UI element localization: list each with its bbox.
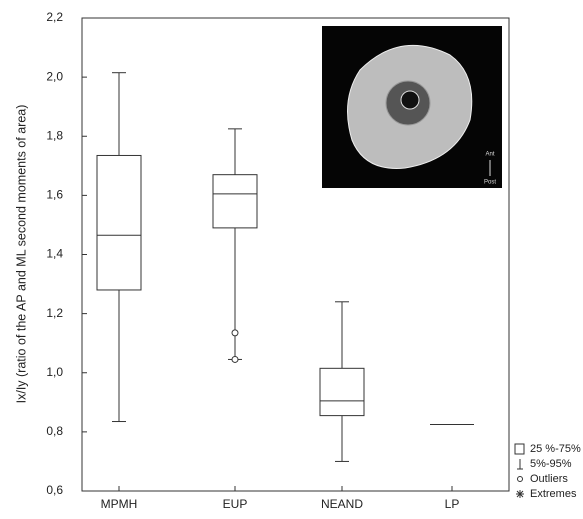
legend-outlier-icon bbox=[518, 477, 523, 482]
y-tick-label: 1,2 bbox=[46, 306, 63, 320]
outlier bbox=[232, 330, 238, 336]
legend-label: Extremes bbox=[530, 488, 577, 500]
y-tick-label: 1,8 bbox=[46, 128, 63, 142]
y-tick-label: 0,6 bbox=[46, 483, 63, 497]
x-tick-label: MPMH bbox=[101, 497, 138, 511]
y-tick-label: 1,0 bbox=[46, 365, 63, 379]
box bbox=[320, 368, 364, 415]
x-tick-label: NEAND bbox=[321, 497, 363, 511]
cavity-core bbox=[401, 91, 419, 109]
y-tick-label: 2,2 bbox=[46, 10, 63, 24]
inset-label: Post bbox=[484, 180, 496, 186]
inset-label: Ant bbox=[485, 152, 494, 158]
inset-image: Ant Post bbox=[322, 26, 502, 188]
y-tick-label: 1,6 bbox=[46, 188, 63, 202]
outlier bbox=[232, 356, 238, 362]
box bbox=[213, 175, 257, 228]
x-tick-label: LP bbox=[445, 497, 460, 511]
y-tick-label: 1,4 bbox=[46, 247, 63, 261]
y-axis-label: Ix/Iy (ratio of the AP and ML second mom… bbox=[14, 105, 28, 404]
page: Ix/Iy (ratio of the AP and ML second mom… bbox=[0, 0, 583, 519]
box bbox=[97, 155, 141, 290]
legend-label: 25 %-75% bbox=[530, 443, 581, 455]
x-tick-label: EUP bbox=[223, 497, 248, 511]
y-tick-label: 2,0 bbox=[46, 69, 63, 83]
legend-label: 5%-95% bbox=[530, 458, 572, 470]
legend-box-icon bbox=[515, 444, 524, 454]
y-tick-label: 0,8 bbox=[46, 424, 63, 438]
chart: Ix/Iy (ratio of the AP and ML second mom… bbox=[0, 0, 583, 514]
legend-label: Outliers bbox=[530, 473, 568, 485]
